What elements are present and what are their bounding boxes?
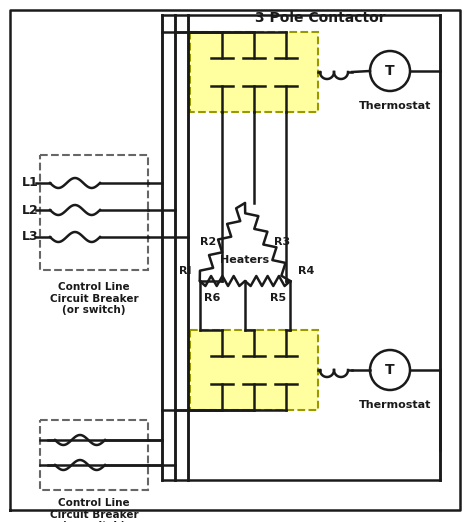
Text: T: T: [385, 363, 395, 377]
Bar: [190, 32, 318, 112]
Text: R2: R2: [200, 237, 217, 247]
Text: Control Line
Circuit Breaker
(or switch): Control Line Circuit Breaker (or switch): [50, 498, 138, 522]
Text: L1: L1: [22, 176, 39, 189]
Text: L2: L2: [22, 204, 39, 217]
Text: R4: R4: [298, 266, 314, 276]
Text: R3: R3: [274, 237, 290, 247]
Text: 3 Pole Contactor: 3 Pole Contactor: [255, 11, 385, 25]
Text: Thermostat: Thermostat: [359, 101, 431, 111]
Text: L3: L3: [22, 231, 39, 243]
Bar: [190, 330, 318, 410]
Bar: [40, 155, 148, 270]
Text: Control Line
Circuit Breaker
(or switch): Control Line Circuit Breaker (or switch): [50, 282, 138, 315]
Text: R5: R5: [270, 293, 286, 303]
Text: T: T: [385, 64, 395, 78]
Bar: [40, 420, 148, 490]
Text: Heaters: Heaters: [220, 255, 270, 265]
Text: RI: RI: [179, 266, 192, 276]
Text: Thermostat: Thermostat: [359, 400, 431, 410]
Text: R6: R6: [204, 293, 220, 303]
